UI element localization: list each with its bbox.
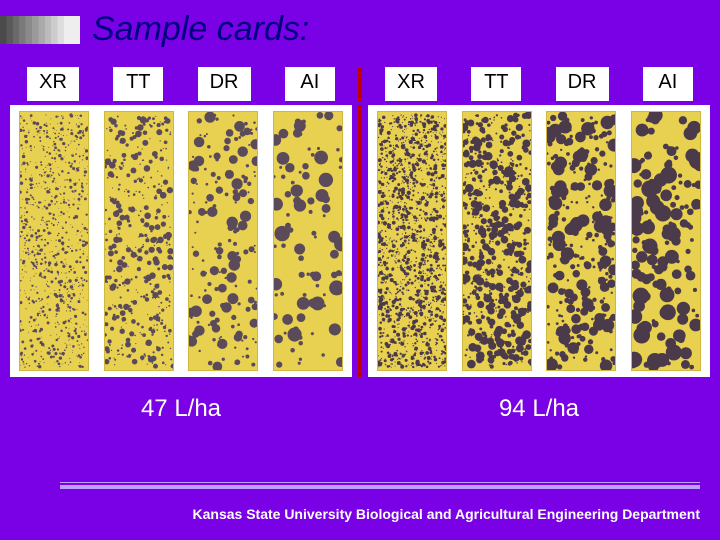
slide-title: Sample cards: bbox=[92, 10, 309, 49]
sample-card bbox=[462, 111, 532, 371]
card-label: XR bbox=[27, 67, 79, 101]
sample-card bbox=[631, 111, 701, 371]
footer-rule bbox=[60, 482, 700, 492]
title-marker-graphic bbox=[0, 16, 80, 44]
card-label: DR bbox=[198, 67, 251, 101]
rate-group-right: 94 L/ha bbox=[368, 395, 710, 423]
sample-card bbox=[188, 111, 258, 371]
card-label: DR bbox=[556, 67, 609, 101]
group-divider bbox=[358, 105, 362, 377]
footer-text: Kansas State University Biological and A… bbox=[193, 506, 701, 522]
title-bar: Sample cards: bbox=[0, 0, 720, 59]
rate-label: 94 L/ha bbox=[499, 395, 579, 422]
sample-card bbox=[273, 111, 343, 371]
sample-card bbox=[377, 111, 447, 371]
card-labels-row: XR TT DR AI XR TT DR AI bbox=[0, 59, 720, 105]
rate-spacer bbox=[352, 395, 368, 423]
rate-group-left: 47 L/ha bbox=[10, 395, 352, 423]
card-group-left bbox=[10, 105, 352, 377]
labels-group-right: XR TT DR AI bbox=[368, 67, 710, 101]
group-divider bbox=[358, 67, 362, 101]
labels-group-left: XR TT DR AI bbox=[10, 67, 352, 101]
rate-labels-row: 47 L/ha 94 L/ha bbox=[0, 377, 720, 423]
card-label: AI bbox=[285, 67, 335, 101]
card-group-right bbox=[368, 105, 710, 377]
card-label: TT bbox=[113, 67, 163, 101]
card-label: TT bbox=[471, 67, 521, 101]
sample-card bbox=[104, 111, 174, 371]
sample-card bbox=[19, 111, 89, 371]
card-label: XR bbox=[385, 67, 437, 101]
sample-card bbox=[546, 111, 616, 371]
rate-label: 47 L/ha bbox=[141, 395, 221, 422]
cards-area bbox=[0, 105, 720, 377]
card-label: AI bbox=[643, 67, 693, 101]
